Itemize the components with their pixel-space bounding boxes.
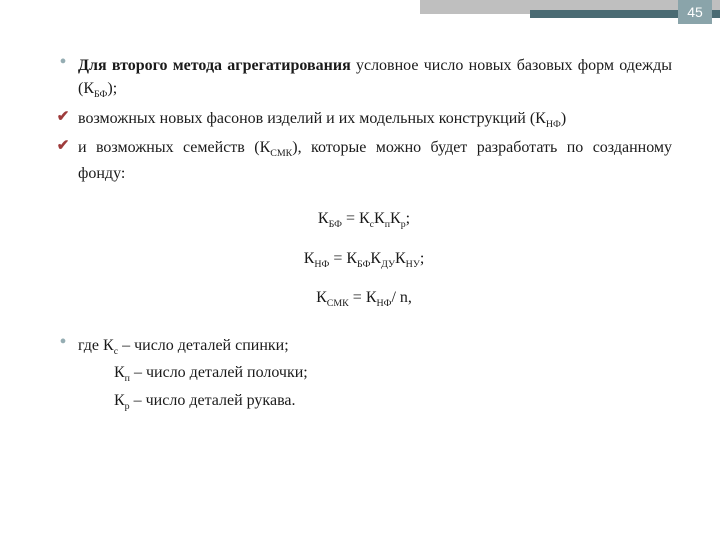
formula-lhs-base: К [304,250,315,267]
formula-lhs-sub: НФ [314,259,329,270]
bullet-tail: ) [561,110,566,127]
legend-desc: – число деталей спинки; [118,337,289,354]
legend-sym-base: К [103,337,114,354]
slide-body: • Для второго метода агрегатирования усл… [0,32,720,414]
formula-rhs-sub: НФ [376,298,391,309]
legend-desc: – число деталей полочки; [130,364,308,381]
formula-rhs-base: К [346,250,357,267]
formula-lhs-base: К [316,289,327,306]
formula-rhs-base: К [366,289,377,306]
bullet-subscript: СМК [270,149,292,160]
checkmark-icon: ✔ [56,139,70,154]
formula-lhs-sub: БФ [329,219,342,230]
bullet-dot-icon: • [56,52,70,72]
bullet-item: • Для второго метода агрегатирования усл… [56,54,672,103]
legend-desc: – число деталей рукава. [130,392,296,409]
formula-lhs-base: К [318,210,329,227]
bullet-subscript: НФ [546,119,561,130]
page-number: 45 [678,0,712,24]
formula-post-rhs: / n [391,289,407,306]
formula-rhs-sub: НУ [406,259,420,270]
formula-line: КБФ = КсКпКр; [56,207,672,233]
slide-header: 45 [0,0,720,32]
formula-trailer: ; [420,250,424,267]
legend-line: где Кс – число деталей спинки; [78,334,672,360]
bullet-item: ✔ и возможных семейств (КСМК), которые м… [56,136,672,185]
formula-rhs-base: К [395,250,406,267]
formula-trailer: , [408,289,412,306]
formula-rhs-base: К [390,210,401,227]
formula-rhs-base: К [374,210,385,227]
legend-line: Кп – число деталей полочки; [78,361,672,387]
legend-sym-base: К [114,364,125,381]
formula-lhs-sub: СМК [327,298,349,309]
legend-where-word: где [78,337,103,354]
formula-line: КНФ = КБФКДУКНУ; [56,247,672,273]
bullet-dot-icon: • [56,332,70,352]
bullet-item: ✔ возможных новых фасонов изделий и их м… [56,107,672,133]
formula-block: КБФ = КсКпКр; КНФ = КБФКДУКНУ; КСМК = КН… [56,207,672,312]
bullet-subscript: БФ [94,89,107,100]
bullet-text: и возможных семейств (К [78,139,270,156]
formula-rhs-base: К [359,210,370,227]
legend-line: Кр – число деталей рукава. [78,389,672,415]
formula-rhs-sub: БФ [357,259,370,270]
checkmark-icon: ✔ [56,110,70,125]
formula-trailer: ; [406,210,410,227]
legend-sym-base: К [114,392,125,409]
legend-block: • где Кс – число деталей спинки; Кп – чи… [56,334,672,415]
bullet-tail: ); [107,80,117,97]
formula-rhs-base: К [370,250,381,267]
bullet-lead-bold: Для второго метода агрегатирования [78,57,351,74]
formula-rhs-sub: ДУ [381,259,395,270]
bullet-text: возможных новых фасонов изделий и их мод… [78,110,546,127]
formula-line: КСМК = КНФ/ n, [56,286,672,312]
